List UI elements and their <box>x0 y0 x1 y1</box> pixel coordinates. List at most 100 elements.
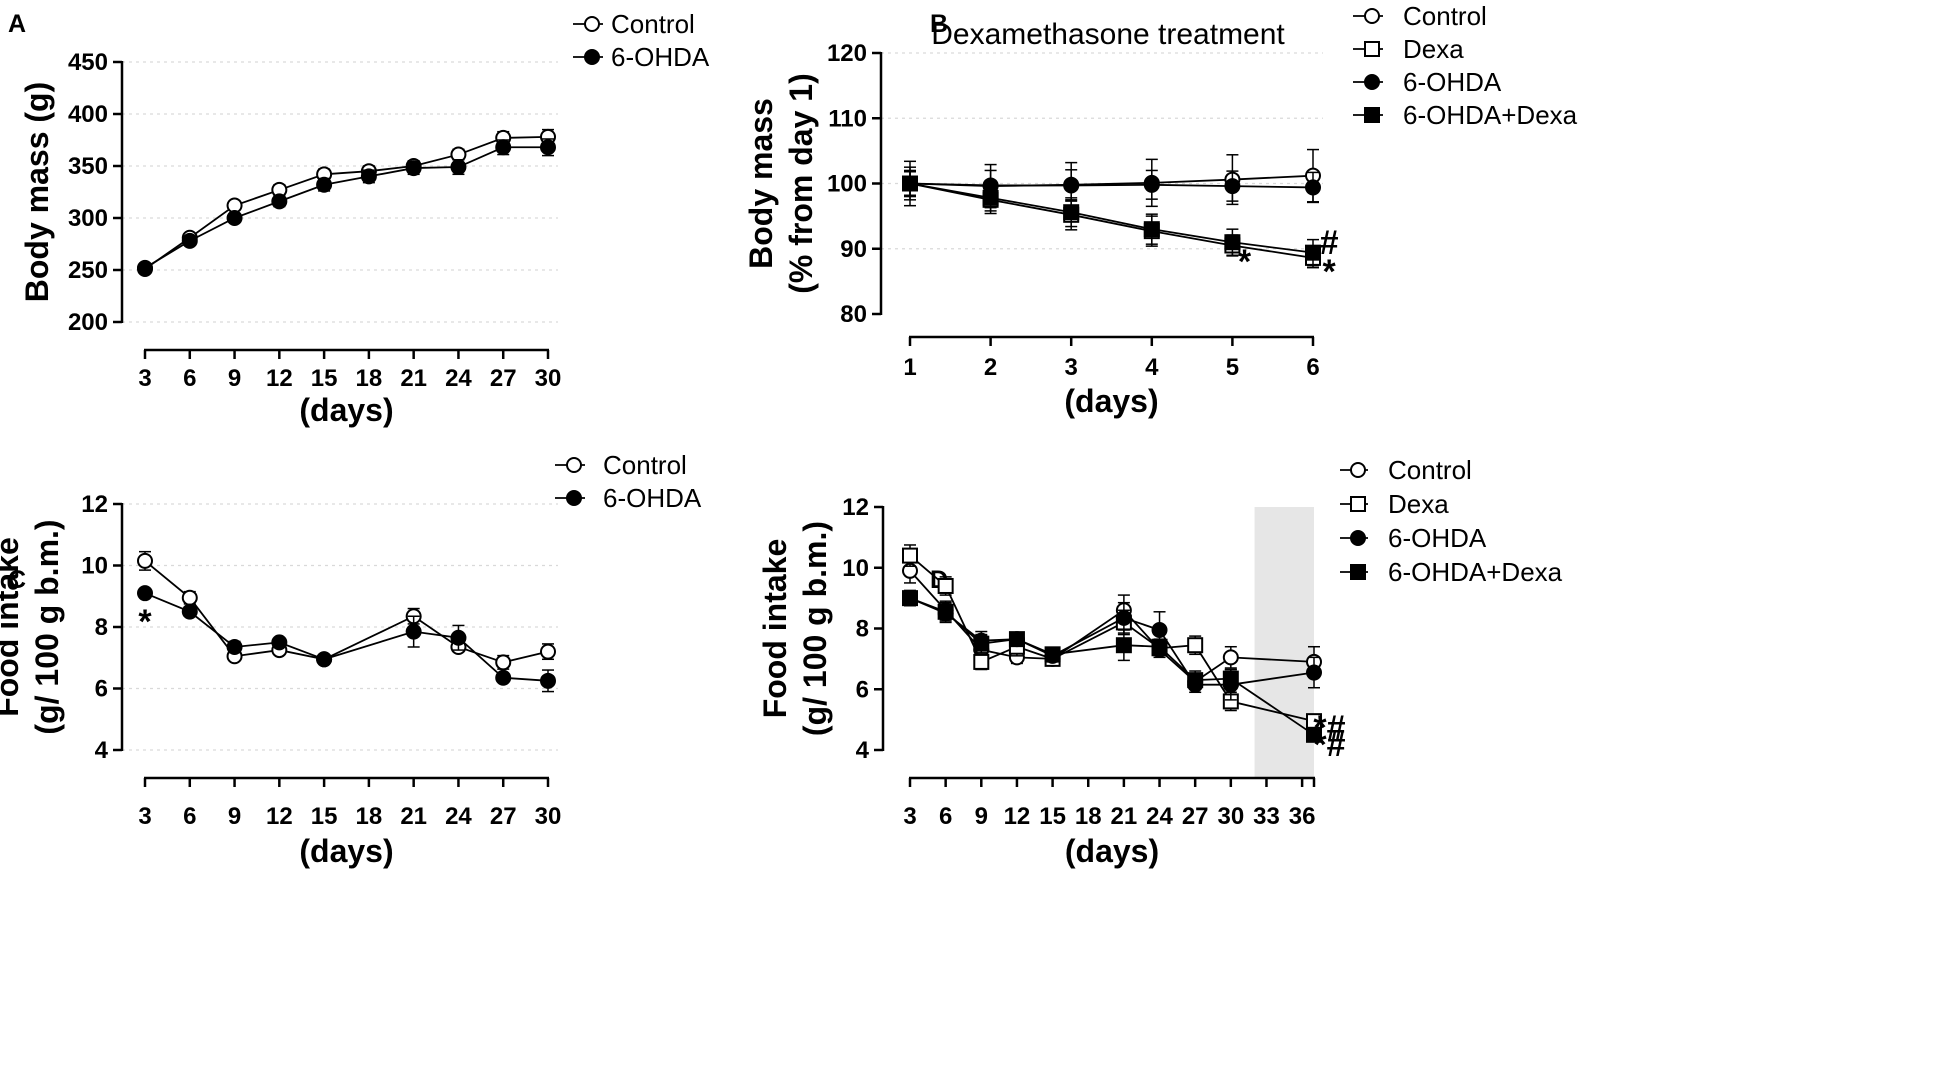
y-tick-label: 350 <box>68 153 108 180</box>
panel-letter-b: B <box>930 10 948 38</box>
y-tick-label: 12 <box>842 494 869 521</box>
x-axis-title: (days) <box>1065 833 1159 869</box>
x-tick-label: 36 <box>1289 803 1316 830</box>
data-point-control <box>540 643 556 660</box>
data-point-6-ohda <box>450 159 467 176</box>
significance-mark: * <box>1323 253 1337 291</box>
y-tick-label: 4 <box>856 737 870 764</box>
y-axis-title: (g/ 100 g b.m.) <box>29 519 65 734</box>
data-point-6-ohda <box>226 210 243 226</box>
x-tick-label: 21 <box>400 803 427 830</box>
legend-item-dexa: Dexa <box>1340 489 1449 519</box>
legend-label: 6-OHDA <box>603 483 702 513</box>
y-axis-title: Food intake <box>757 539 793 719</box>
y-tick-label: 110 <box>828 105 867 132</box>
x-tick-label: 15 <box>311 365 338 392</box>
x-tick-label: 33 <box>1253 803 1280 830</box>
significance-mark: * <box>138 603 152 641</box>
data-point-6-ohda <box>1306 664 1322 681</box>
data-point-6-ohda <box>1224 178 1241 195</box>
data-point-control <box>137 552 153 569</box>
legend-marker <box>1350 462 1366 478</box>
y-tick-label: 100 <box>827 171 867 198</box>
panel-letter-c: C <box>8 566 26 594</box>
data-point-control <box>1222 649 1239 666</box>
x-tick-label: 6 <box>1306 354 1319 381</box>
x-tick-label: 30 <box>535 803 562 830</box>
data-point-6-ohda-dexa <box>902 590 918 607</box>
data-point-6-ohda-dexa <box>1187 672 1204 689</box>
x-tick-label: 30 <box>1217 803 1244 830</box>
data-point-6-ohda-dexa <box>1143 221 1160 238</box>
y-tick-label: 6 <box>95 676 108 703</box>
series-line-dexa <box>909 182 1314 259</box>
x-tick-label: 21 <box>1111 803 1138 830</box>
chart-panel-a: 200 250 300 350 400 450 3 6 9 12 15 18 21 24 27 30 (days… <box>19 9 710 428</box>
data-point-6-ohda <box>450 629 467 646</box>
series-6-ohda <box>137 585 556 693</box>
data-point-6-ohda <box>181 232 198 249</box>
data-point-6-ohda-dexa <box>937 603 954 620</box>
x-axis-title: (days) <box>299 833 393 869</box>
data-point-dexa <box>902 547 918 564</box>
legend-marker <box>566 457 582 473</box>
legend-label: Dexa <box>1388 489 1449 519</box>
data-point-6-ohda <box>495 669 512 686</box>
series-line-control <box>144 135 549 270</box>
y-tick-label: 12 <box>81 491 108 518</box>
x-tick-label: 12 <box>266 365 293 392</box>
panel-letter-a: A <box>8 10 26 38</box>
y-axis-title: Food intake <box>0 537 25 717</box>
data-point-6-ohda-dexa <box>1115 637 1132 654</box>
legend-label: Control <box>1403 1 1487 31</box>
x-tick-label: 18 <box>1075 803 1102 830</box>
y-tick-label: 4 <box>95 737 109 764</box>
data-point-control <box>181 589 198 606</box>
legend-item-6-ohda: 6-OHDA <box>555 483 702 513</box>
legend-marker <box>1364 107 1380 123</box>
data-point-6-ohda <box>1143 176 1160 193</box>
data-point-6-ohda-dexa <box>1222 670 1239 687</box>
data-point-6-ohda <box>405 160 422 177</box>
series-6-ohda-dexa <box>902 171 1321 267</box>
legend-item-6-ohda: 6-OHDA <box>573 42 710 72</box>
x-tick-label: 3 <box>138 803 151 830</box>
data-point-6-ohda-dexa <box>1044 646 1061 663</box>
x-tick-label: 9 <box>975 803 988 830</box>
legend-label: Control <box>1388 455 1472 485</box>
y-axis-title: Body mass <box>743 98 779 269</box>
shaded-region <box>1254 507 1314 777</box>
y-tick-label: 8 <box>856 616 869 643</box>
series-line-control <box>909 570 1315 683</box>
legend-item-6-ohda-dexa: 6-OHDA+Dexa <box>1340 557 1563 587</box>
legend-marker <box>1364 8 1380 24</box>
x-tick-label: 9 <box>228 365 241 392</box>
x-tick-label: 24 <box>1146 803 1173 830</box>
x-tick-label: 27 <box>1182 803 1209 830</box>
x-tick-label: 3 <box>138 365 151 392</box>
x-tick-label: 6 <box>939 803 952 830</box>
y-axis-title: Body mass (g) <box>19 82 55 302</box>
series-line-6-ohda-dexa <box>909 597 1315 736</box>
y-tick-label: 120 <box>827 40 867 67</box>
y-axis-title: (% from day 1) <box>783 73 819 293</box>
significance-mark: *# <box>1313 709 1345 747</box>
x-tick-label: 30 <box>535 365 562 392</box>
x-tick-label: 12 <box>266 803 293 830</box>
data-point-6-ohda-dexa <box>1063 204 1080 221</box>
x-tick-label: 21 <box>400 365 427 392</box>
x-tick-label: 15 <box>311 803 338 830</box>
y-tick-label: 10 <box>842 555 869 582</box>
y-tick-label: 8 <box>95 614 108 641</box>
data-point-6-ohda <box>226 638 243 655</box>
data-point-6-ohda <box>181 603 198 620</box>
chart-panel-c: 4 6 8 10 12 3 6 9 12 15 18 21 24 27 30 (days) Food intak… <box>0 450 702 869</box>
data-point-6-ohda <box>271 634 288 651</box>
data-point-6-ohda <box>1305 179 1321 196</box>
legend-item-dexa: Dexa <box>1353 34 1464 64</box>
y-tick-label: 90 <box>840 236 867 263</box>
data-point-6-ohda-dexa <box>1008 631 1025 648</box>
legend-marker <box>1350 564 1366 580</box>
y-tick-label: 10 <box>81 553 108 580</box>
